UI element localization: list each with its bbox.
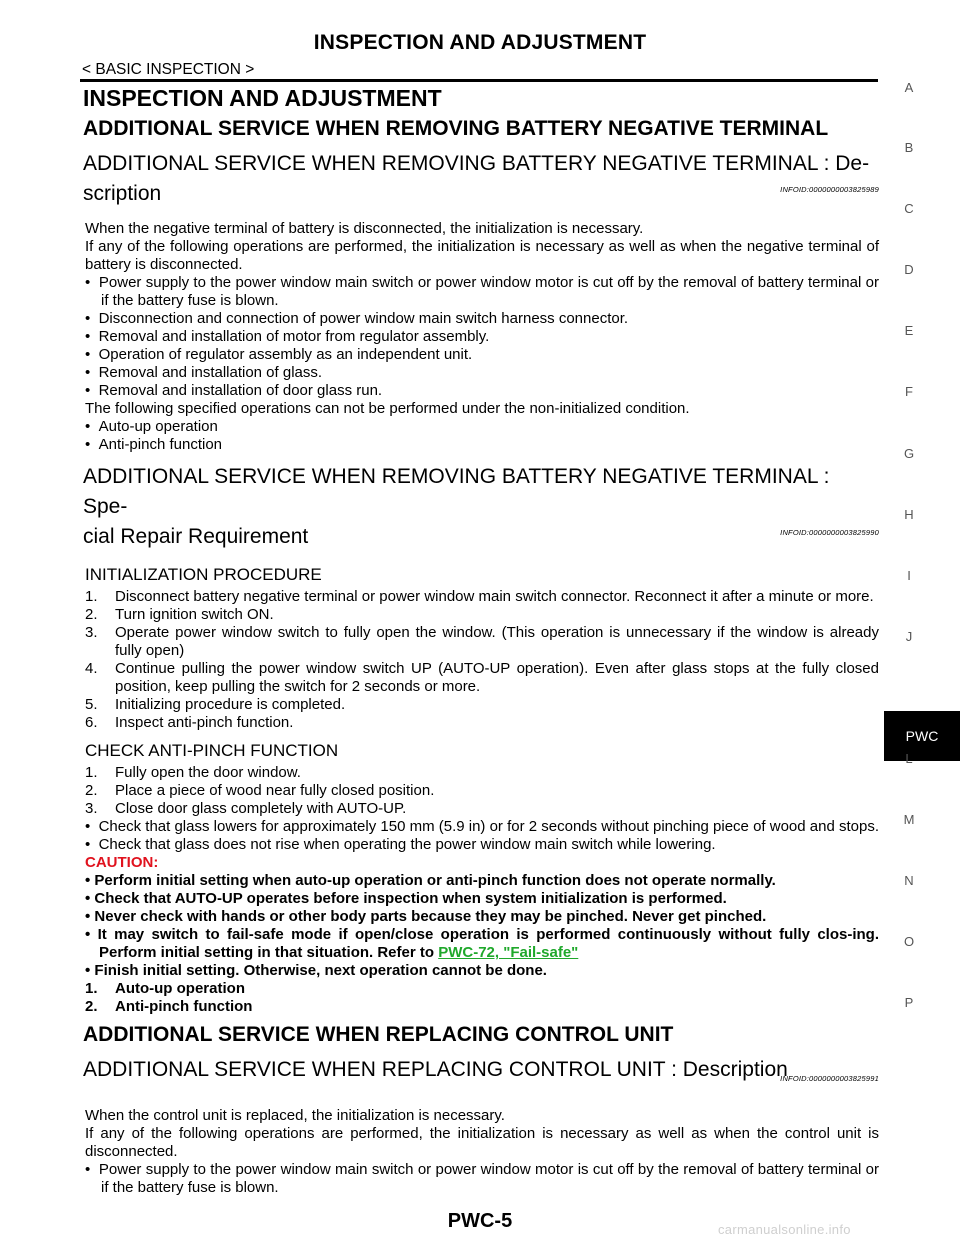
page-header-title: INSPECTION AND ADJUSTMENT xyxy=(313,31,647,54)
info-id: INFOID:0000000003825991 xyxy=(780,1074,879,1083)
step-item: 2. Place a piece of wood near fully close… xyxy=(85,782,435,799)
header-divider xyxy=(80,79,878,82)
operation-list: • Power supply to the power window main … xyxy=(85,274,879,400)
section-tab-pwc[interactable]: PWC xyxy=(884,711,960,761)
section-index-letter-c[interactable]: C xyxy=(904,201,914,216)
section-index-letter-f[interactable]: F xyxy=(905,384,913,399)
section-index-letter-a[interactable]: A xyxy=(904,80,914,95)
check-steps: 1. Fully open the door window. 2. Place a p… xyxy=(85,764,879,818)
caution-item: • Check that AUTO-UP operates before ins… xyxy=(85,890,727,907)
step-item: 3. Operate power window switch to fully o… xyxy=(85,624,879,659)
section-index-letter-b[interactable]: B xyxy=(904,140,914,155)
list-item: • Check that glass does not rise when op… xyxy=(85,836,716,853)
initialization-heading: INITIALIZATION PROCEDURE xyxy=(85,565,322,584)
list-item: • Power supply to the power window main … xyxy=(85,274,879,309)
list-item: • Removal and installation of glass. xyxy=(85,364,323,381)
caution-numbered-list: 1. Auto-up operation 2. Anti-pinch function xyxy=(85,980,879,1016)
list-item: • Check that glass lowers for approximat… xyxy=(85,818,879,835)
special-repair-body: INITIALIZATION PROCEDURE 1. Disconnect ba… xyxy=(83,564,879,1016)
watermark: carmanualsonline.info xyxy=(718,1222,851,1237)
control-unit-body: When the control unit is replaced, the i… xyxy=(83,1107,879,1197)
section-index-letter-i[interactable]: I xyxy=(907,568,911,583)
step-item: 6. Inspect anti-pinch function. xyxy=(85,714,294,731)
caution-label: CAUTION: xyxy=(85,854,159,871)
page-content: INSPECTION AND ADJUSTMENT ADDITIONAL SER… xyxy=(83,84,879,1197)
control-unit-description-title: ADDITIONAL SERVICE WHEN REPLACING CONTRO… xyxy=(83,1058,788,1081)
section-index-letter-h[interactable]: H xyxy=(904,507,914,522)
battery-section-heading: ADDITIONAL SERVICE WHEN REMOVING BATTERY… xyxy=(83,117,829,140)
section-breadcrumb: < BASIC INSPECTION > xyxy=(82,61,255,78)
special-repair-heading: ADDITIONAL SERVICE WHEN REMOVING BATTERY… xyxy=(83,462,879,552)
step-item: 4. Continue pulling the power window swit… xyxy=(85,660,879,695)
step-item: 2. Turn ignition switch ON. xyxy=(85,606,274,623)
caution-item: • Finish initial setting. Otherwise, nex… xyxy=(85,962,547,979)
step-item: 2. Anti-pinch function xyxy=(85,998,253,1015)
paragraph: When the negative terminal of battery is… xyxy=(85,220,644,237)
description-heading: ADDITIONAL SERVICE WHEN REMOVING BATTERY… xyxy=(83,149,879,209)
caution-item: • Never check with hands or other body p… xyxy=(85,908,767,925)
step-item: 1. Fully open the door window. xyxy=(85,764,301,781)
list-item: • Anti-pinch function xyxy=(85,436,222,453)
section-index-letter-n[interactable]: N xyxy=(904,873,914,888)
section-index-letter-o[interactable]: O xyxy=(903,934,915,949)
section-index-letter-e[interactable]: E xyxy=(904,323,914,338)
special-repair-heading-line1: ADDITIONAL SERVICE WHEN REMOVING BATTERY… xyxy=(83,465,830,518)
check-anti-pinch-heading: CHECK ANTI-PINCH FUNCTION xyxy=(85,741,339,760)
step-item: 1. Auto-up operation xyxy=(85,980,245,997)
info-id: INFOID:0000000003825989 xyxy=(780,185,879,194)
description-heading-line2: scription xyxy=(83,182,162,205)
page-number: PWC-5 xyxy=(447,1210,513,1232)
caution-item: • Perform initial setting when auto-up o… xyxy=(85,872,776,889)
special-repair-heading-line2: cial Repair Requirement xyxy=(83,525,309,548)
section-index-letter-m[interactable]: M xyxy=(903,812,915,827)
step-item: 1. Disconnect battery negative terminal o… xyxy=(85,588,874,605)
description-body: When the negative terminal of battery is… xyxy=(83,220,879,454)
paragraph: If any of the following operations are p… xyxy=(85,1125,879,1160)
list-item: • Auto-up operation xyxy=(85,418,218,435)
list-item: • Power supply to the power window main … xyxy=(85,1161,879,1196)
list-item: • Removal and installation of door glass… xyxy=(85,382,383,399)
list-item: • Removal and installation of motor from… xyxy=(85,328,490,345)
description-heading-line1: ADDITIONAL SERVICE WHEN REMOVING BATTERY… xyxy=(83,152,870,175)
section-index-letter-g[interactable]: G xyxy=(903,446,915,461)
paragraph: When the control unit is replaced, the i… xyxy=(85,1107,505,1124)
section-index-letter-d[interactable]: D xyxy=(904,262,914,277)
fail-safe-link[interactable]: PWC-72, "Fail-safe" xyxy=(438,944,579,961)
section-index-letter-p[interactable]: P xyxy=(904,995,914,1010)
main-heading: INSPECTION AND ADJUSTMENT xyxy=(83,85,442,111)
list-item: • Operation of regulator assembly as an … xyxy=(85,346,473,363)
caution-item: • It may switch to fail-safe mode if ope… xyxy=(85,926,879,961)
section-index-letter-j[interactable]: J xyxy=(905,629,913,644)
paragraph: The following specified operations can n… xyxy=(85,400,690,417)
step-item: 3. Close door glass completely with AUTO-… xyxy=(85,800,407,817)
list-item: • Disconnection and connection of power … xyxy=(85,310,629,327)
paragraph: If any of the following operations are p… xyxy=(85,238,879,273)
step-item: 5. Initializing procedure is completed. xyxy=(85,696,346,713)
control-unit-section-heading: ADDITIONAL SERVICE WHEN REPLACING CONTRO… xyxy=(83,1023,674,1046)
section-index-letter-l[interactable]: L xyxy=(905,751,913,766)
initialization-steps: 1. Disconnect battery negative terminal o… xyxy=(85,588,879,732)
info-id: INFOID:0000000003825990 xyxy=(780,528,879,537)
control-unit-description-heading: ADDITIONAL SERVICE WHEN REPLACING CONTRO… xyxy=(83,1055,879,1085)
